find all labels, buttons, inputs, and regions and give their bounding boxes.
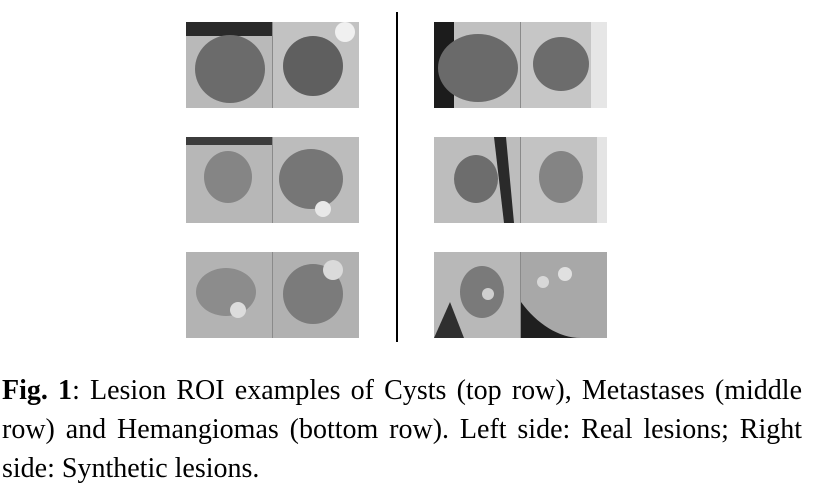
cyst-real-roi-image (186, 22, 272, 108)
column-divider (396, 12, 398, 342)
metastasis-synthetic-roi-image-2 (520, 137, 607, 223)
hemangioma-real-roi-image (186, 252, 272, 338)
metastasis-real-roi-image (186, 137, 272, 223)
figure-label: Fig. 1 (2, 375, 73, 406)
metastasis-right-pair (434, 137, 607, 223)
cyst-left-pair (186, 22, 359, 108)
cyst-synthetic-roi-image (434, 22, 520, 108)
hemangioma-right-pair (434, 252, 607, 338)
caption-text: : Lesion ROI examples of Cysts (top row)… (2, 375, 803, 484)
metastasis-synthetic-roi-image (434, 137, 520, 223)
cyst-right-pair (434, 22, 607, 108)
hemangioma-real-roi-image-2 (272, 252, 359, 338)
metastasis-left-pair (186, 137, 359, 223)
hemangioma-synthetic-roi-image-2 (520, 252, 607, 338)
hemangioma-synthetic-roi-image (434, 252, 520, 338)
figure-caption: Fig. 1: Lesion ROI examples of Cysts (to… (2, 371, 802, 488)
metastasis-real-roi-image-2 (272, 137, 359, 223)
cyst-synthetic-roi-image-2 (520, 22, 607, 108)
cyst-real-roi-image-2 (272, 22, 359, 108)
hemangioma-left-pair (186, 252, 359, 338)
